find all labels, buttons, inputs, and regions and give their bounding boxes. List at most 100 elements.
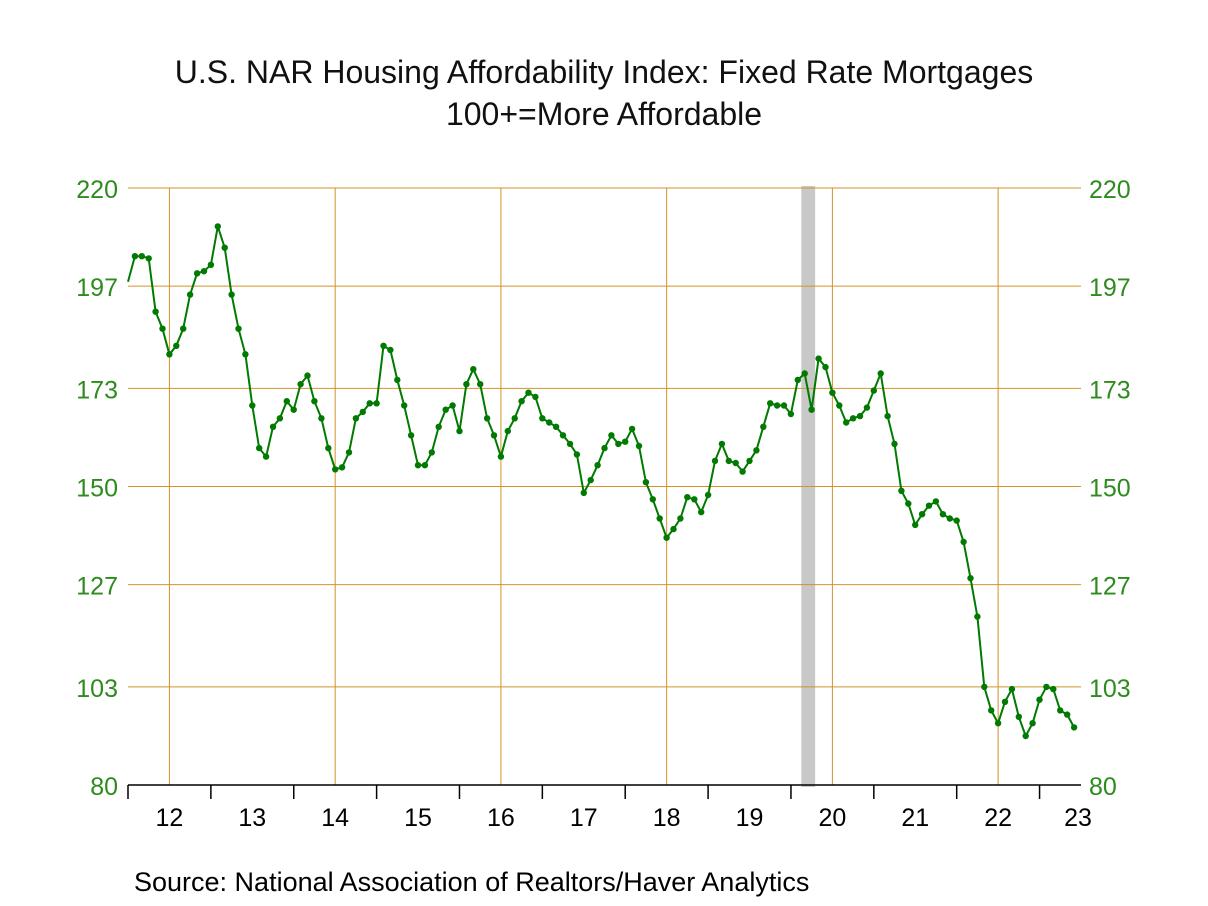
data-point (442, 406, 449, 413)
y-tick-label-left: 150 (76, 475, 118, 503)
x-tick-label: 13 (238, 804, 266, 832)
data-point (1036, 696, 1043, 703)
data-point (145, 255, 152, 262)
data-point (615, 440, 622, 448)
data-point (318, 415, 325, 422)
data-point (1008, 685, 1016, 693)
data-point (297, 381, 304, 388)
data-point (670, 525, 677, 533)
data-point (843, 419, 850, 426)
x-tick-label: 20 (818, 804, 846, 832)
data-point (953, 517, 960, 524)
data-point (912, 521, 919, 529)
data-point (767, 400, 774, 407)
data-point (988, 707, 995, 714)
data-point (739, 468, 746, 475)
x-tick-label: 16 (487, 804, 515, 832)
data-point (456, 427, 463, 435)
data-point (877, 370, 884, 377)
data-point (138, 253, 145, 260)
data-point (180, 325, 187, 332)
data-point (808, 406, 815, 413)
x-tick-label: 18 (653, 804, 681, 832)
x-tick-label: 19 (736, 804, 764, 832)
data-point (173, 342, 180, 349)
data-point (256, 444, 263, 452)
data-point (822, 363, 829, 371)
data-point (1029, 720, 1036, 727)
data-point (311, 398, 318, 405)
data-point (1022, 732, 1029, 740)
data-point (518, 398, 525, 405)
data-point (608, 432, 615, 439)
data-point (891, 440, 898, 448)
data-point (497, 453, 505, 460)
data-point (849, 415, 857, 422)
data-point (193, 270, 201, 277)
data-point (960, 538, 967, 546)
data-point (338, 464, 346, 471)
data-point (359, 408, 366, 416)
data-point (787, 410, 795, 418)
data-point (283, 398, 290, 405)
chart-title: U.S. NAR Housing Affordability Index: Fi… (174, 54, 1034, 90)
data-point (732, 459, 739, 467)
y-tick-label-right: 197 (1089, 274, 1131, 302)
data-point (325, 444, 332, 452)
data-point (587, 476, 594, 484)
y-tick-label-right: 173 (1089, 376, 1131, 404)
data-point (235, 325, 242, 332)
data-point (981, 683, 988, 691)
data-point (401, 402, 408, 409)
data-point (580, 489, 587, 497)
x-tick-label: 14 (321, 804, 349, 832)
data-point (414, 462, 422, 469)
data-point (490, 432, 498, 439)
data-point (525, 389, 532, 396)
source-note: Source: National Association of Realtors… (134, 867, 810, 897)
data-point (704, 491, 712, 499)
data-point (691, 496, 698, 503)
data-point (504, 427, 511, 435)
data-point (925, 502, 933, 509)
data-point (718, 440, 726, 448)
data-point (622, 438, 629, 445)
data-point (1043, 683, 1050, 691)
data-point (870, 387, 877, 394)
data-point (477, 381, 484, 388)
data-point (974, 613, 981, 620)
data-point (663, 534, 670, 541)
data-point (186, 291, 194, 298)
data-point (656, 515, 663, 522)
y-tick-label-left: 173 (76, 376, 118, 404)
data-point (967, 575, 974, 582)
y-tick-label-right: 80 (1089, 773, 1117, 801)
data-point (242, 351, 249, 358)
x-tick-label: 23 (1064, 804, 1092, 832)
data-point (1057, 707, 1064, 714)
data-point (725, 457, 732, 465)
data-point (760, 423, 767, 430)
data-point (815, 355, 822, 362)
data-point (463, 381, 470, 388)
data-point (207, 261, 215, 268)
data-point (794, 376, 801, 384)
data-point (131, 253, 139, 260)
data-point (304, 372, 311, 379)
data-point (711, 457, 719, 465)
data-point (1015, 713, 1022, 720)
series-line (127, 226, 1075, 739)
data-point (152, 308, 159, 315)
data-point (836, 402, 843, 409)
data-point (345, 449, 353, 456)
data-point (628, 425, 636, 433)
data-point (677, 515, 684, 522)
data-point (166, 351, 173, 358)
data-point (200, 268, 208, 275)
data-point (262, 453, 270, 460)
data-point (249, 402, 256, 409)
data-point (352, 415, 360, 422)
data-point (932, 498, 940, 505)
data-point (1001, 698, 1009, 705)
data-point (380, 342, 387, 349)
